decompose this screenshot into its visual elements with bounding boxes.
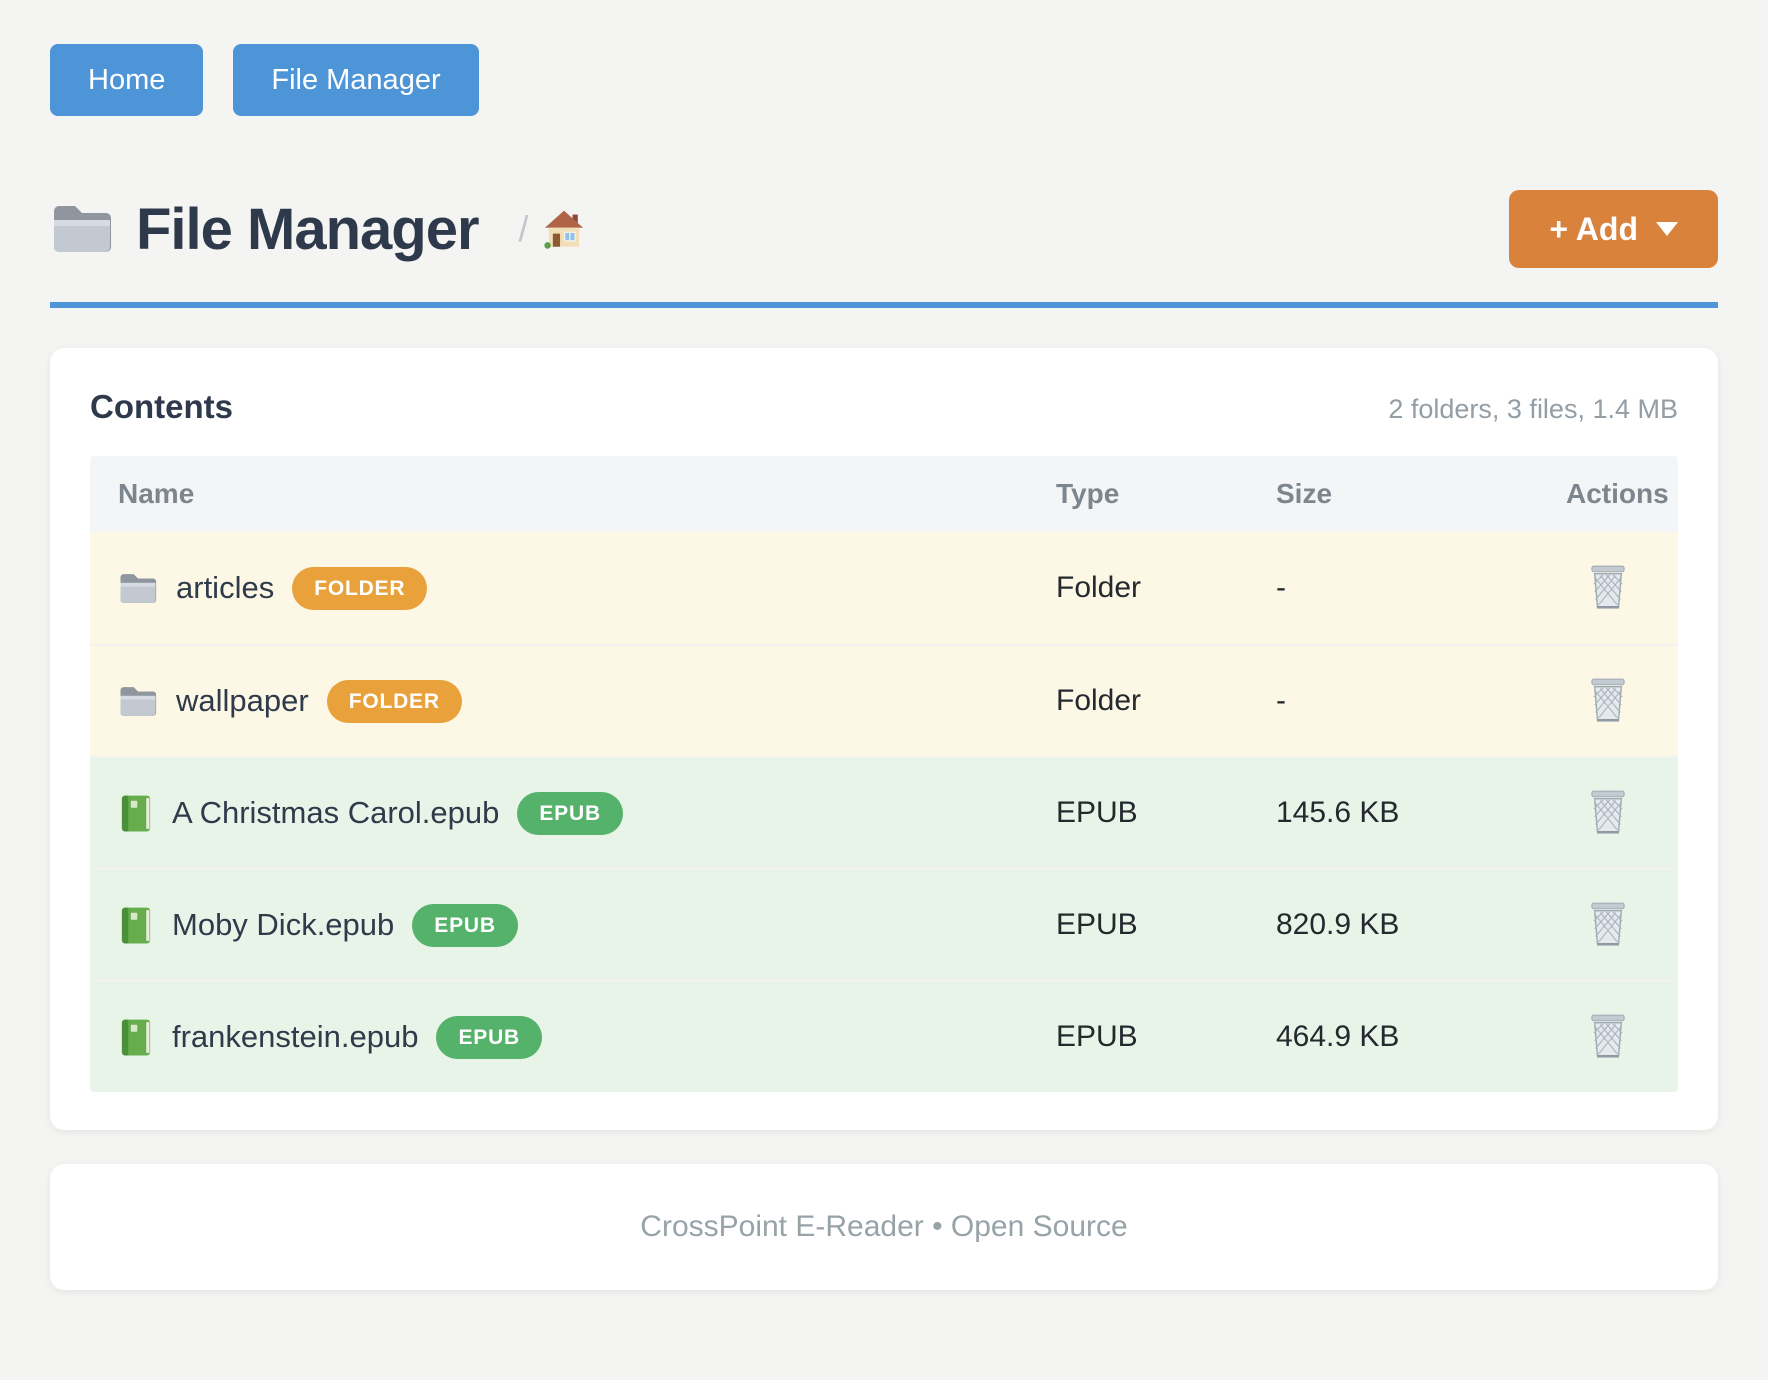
folder-icon <box>118 684 158 719</box>
type-cell: EPUB <box>1056 796 1138 829</box>
page-title: File Manager <box>136 196 480 262</box>
breadcrumb: / <box>519 208 585 250</box>
table-header: Name Type Size Actions <box>90 456 1678 532</box>
column-header-name: Name <box>118 478 195 509</box>
page: Home File Manager File Manager / <box>50 44 1718 1290</box>
house-icon[interactable] <box>543 208 585 250</box>
type-cell: EPUB <box>1056 908 1138 941</box>
table-row[interactable]: Moby Dick.epub EPUB EPUB 820.9 KB <box>90 868 1678 980</box>
delete-button[interactable] <box>1585 1010 1631 1065</box>
green-book-icon <box>118 905 154 946</box>
trash-icon <box>1589 565 1627 609</box>
size-cell: 464.9 KB <box>1276 1020 1400 1053</box>
folder-badge: FOLDER <box>326 679 462 723</box>
caret-down-icon <box>1656 222 1678 236</box>
trash-icon <box>1589 790 1627 834</box>
table-row[interactable]: A Christmas Carol.epub EPUB EPUB 145.6 K… <box>90 756 1678 868</box>
top-nav: Home File Manager <box>50 44 1718 116</box>
table-row[interactable]: wallpaper FOLDER Folder - <box>90 644 1678 756</box>
page-header: File Manager / + Add <box>50 190 1718 268</box>
breadcrumb-separator: / <box>518 208 529 249</box>
card-title: Contents <box>90 388 233 425</box>
folder-icon <box>118 571 158 606</box>
file-table: Name Type Size Actions articles <box>90 456 1678 1092</box>
file-name[interactable]: Moby Dick.epub <box>172 907 395 942</box>
column-header-size: Size <box>1276 478 1333 509</box>
table-row[interactable]: articles FOLDER Folder - <box>90 532 1678 644</box>
folder-badge: FOLDER <box>292 566 428 610</box>
green-book-icon <box>118 793 154 834</box>
file-manager-button[interactable]: File Manager <box>233 44 479 116</box>
trash-icon <box>1589 1014 1627 1058</box>
delete-button[interactable] <box>1585 898 1631 953</box>
green-book-icon <box>118 1017 154 1058</box>
contents-card: Contents 2 folders, 3 files, 1.4 MB Name… <box>50 348 1718 1130</box>
trash-icon <box>1589 678 1627 722</box>
file-name[interactable]: wallpaper <box>176 683 309 718</box>
size-cell: 145.6 KB <box>1276 796 1400 829</box>
column-header-type: Type <box>1056 478 1120 509</box>
size-cell: - <box>1276 571 1286 604</box>
size-cell: 820.9 KB <box>1276 908 1400 941</box>
delete-button[interactable] <box>1585 674 1631 729</box>
epub-badge: EPUB <box>517 791 623 835</box>
type-cell: EPUB <box>1056 1020 1138 1053</box>
file-name[interactable]: articles <box>176 570 275 605</box>
title-divider <box>50 302 1718 308</box>
add-button[interactable]: + Add <box>1509 190 1718 268</box>
column-header-actions: Actions <box>1566 478 1669 509</box>
type-cell: Folder <box>1056 684 1142 717</box>
epub-badge: EPUB <box>412 903 518 947</box>
delete-button[interactable] <box>1585 561 1631 616</box>
trash-icon <box>1589 902 1627 946</box>
file-name[interactable]: frankenstein.epub <box>172 1019 419 1054</box>
delete-button[interactable] <box>1585 786 1631 841</box>
epub-badge: EPUB <box>436 1015 543 1059</box>
contents-summary: 2 folders, 3 files, 1.4 MB <box>1388 394 1678 424</box>
footer-card: CrossPoint E-Reader • Open Source <box>50 1164 1718 1290</box>
file-name[interactable]: A Christmas Carol.epub <box>172 795 500 830</box>
home-button[interactable]: Home <box>50 44 204 116</box>
folder-icon <box>50 201 114 257</box>
footer-text: CrossPoint E-Reader • Open Source <box>640 1210 1128 1243</box>
size-cell: - <box>1276 684 1286 717</box>
type-cell: Folder <box>1056 571 1142 604</box>
table-row[interactable]: frankenstein.epub EPUB EPUB 464.9 KB <box>90 980 1678 1092</box>
add-button-label: + Add <box>1549 210 1638 247</box>
